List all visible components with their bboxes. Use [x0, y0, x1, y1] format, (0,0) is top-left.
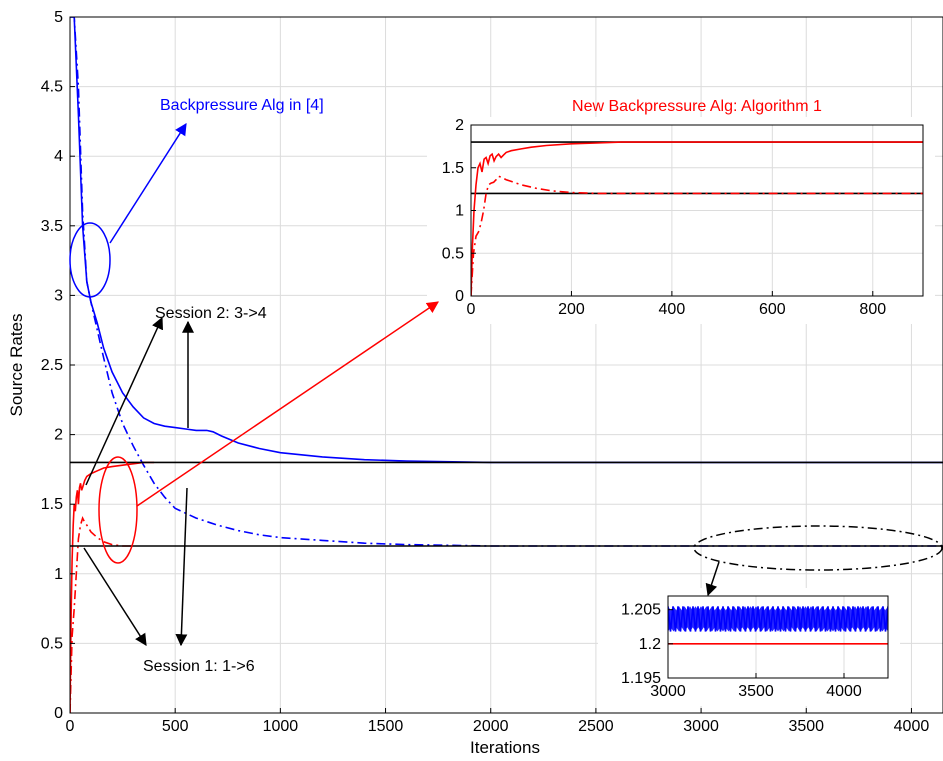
- inset-zoom-frame: [667, 595, 889, 679]
- inset-new-backpressure-y-tick-label: 2: [455, 117, 464, 134]
- main-y-tick-label: 5: [54, 9, 63, 26]
- inset-new-backpressure-y-tick-label: 0.5: [442, 245, 464, 262]
- main-x-tick-label: 0: [66, 718, 75, 735]
- main-x-tick-label: 2500: [578, 718, 614, 735]
- zoom-arrow: [705, 561, 720, 597]
- main-y-tick-label: 3: [54, 287, 63, 304]
- main-x-tick-label: 2000: [473, 718, 509, 735]
- inset-zoom-x-ticks: 3000 3500 4000: [650, 673, 862, 700]
- session1-label: Session 1: 1->6: [143, 658, 255, 675]
- main-x-tick-label: 1500: [368, 718, 404, 735]
- main-series-line-3: [70, 515, 134, 713]
- main-y-tick-label: 1.5: [41, 496, 63, 513]
- annotations: Backpressure Alg in [4] Session 2: 3->4 …: [69, 97, 943, 675]
- inset-new-backpressure-series-line-2: [471, 141, 923, 296]
- inset-new-backpressure-x-tick-label: 200: [558, 301, 585, 318]
- red-highlight-ellipse: [98, 456, 138, 564]
- inset-zoom-x-tick-label: 3000: [650, 683, 686, 700]
- inset-new-backpressure-x-tick-label: 600: [759, 301, 786, 318]
- inset-new-backpressure-y-ticks: 0 0.5 1 1.5 2: [442, 117, 476, 305]
- inset-zoom: 3000 3500 4000 1.195 1.2 1.205: [598, 588, 900, 706]
- inset-new-backpressure-title: New Backpressure Alg: Algorithm 1: [572, 98, 822, 115]
- main-y-tick-label: 4: [54, 148, 63, 165]
- inset-zoom-y-tick-label: 1.205: [621, 602, 661, 619]
- inset-new-backpressure-y-tick-label: 0: [455, 288, 464, 305]
- main-y-tick-label: 0: [54, 705, 63, 722]
- inset-new-backpressure: 0 200 400 600 800 0 0.5 1 1.5 2 New Backpressure…: [427, 98, 935, 324]
- main-x-tick-label: 3000: [683, 718, 719, 735]
- blue-annotation-label: Backpressure Alg in [4]: [160, 97, 324, 114]
- main-series: [70, 17, 943, 713]
- main-y-tick-label: 3.5: [41, 218, 63, 235]
- main-x-tick-label: 3500: [788, 718, 824, 735]
- inset-new-backpressure-series-line-3: [471, 175, 923, 296]
- main-y-ticks: 0 0.5 1 1.5 2 2.5 3 3.5 4 4.5 5: [41, 9, 75, 722]
- main-x-tick-label: 1000: [263, 718, 299, 735]
- inset-new-backpressure-background: [427, 117, 935, 324]
- main-x-ticks: 0 500 1000 1500 2000 2500 3000 3500 4000: [66, 708, 930, 735]
- inset-new-backpressure-x-tick-label: 0: [467, 301, 476, 318]
- blue-highlight-ellipse: [69, 222, 111, 298]
- y-axis-label: Source Rates: [7, 314, 26, 417]
- inset-new-backpressure-y-tick-label: 1.5: [442, 160, 464, 177]
- inset-new-backpressure-series: [471, 141, 923, 296]
- inset-zoom-series-line-0: [668, 606, 888, 632]
- x-axis-label: Iterations: [470, 738, 540, 757]
- inset-zoom-y-tick-label: 1.195: [621, 670, 661, 687]
- main-y-tick-label: 4.5: [41, 79, 63, 96]
- inset-new-backpressure-x-ticks: 0 200 400 600 800: [467, 291, 886, 318]
- session2-arrow-a: [85, 316, 163, 486]
- inset-new-backpressure-x-tick-label: 800: [859, 301, 886, 318]
- main-y-tick-label: 2: [54, 427, 63, 444]
- main-y-tick-label: 2.5: [41, 357, 63, 374]
- blue-arrow: [109, 122, 187, 244]
- inset-zoom-series: [668, 606, 888, 645]
- main-y-tick-label: 1: [54, 566, 63, 583]
- session1-arrow-a: [83, 547, 147, 647]
- main-y-tick-label: 0.5: [41, 635, 63, 652]
- zoom-highlight-ellipse: [693, 525, 943, 571]
- main-x-tick-label: 500: [162, 718, 189, 735]
- session1-arrow-b: [175, 487, 188, 647]
- session2-label: Session 2: 3->4: [155, 305, 267, 322]
- main-x-tick-label: 4000: [894, 718, 930, 735]
- main-series-line-2: [70, 461, 155, 713]
- main-series-line-1: [70, 17, 943, 547]
- inset-zoom-y-ticks: 1.195 1.2 1.205: [621, 602, 673, 687]
- inset-new-backpressure-y-tick-label: 1: [455, 203, 464, 220]
- inset-zoom-x-tick-label: 4000: [826, 683, 862, 700]
- red-arrow: [136, 301, 439, 507]
- inset-zoom-y-tick-label: 1.2: [639, 636, 661, 653]
- inset-zoom-x-tick-label: 3500: [738, 683, 774, 700]
- inset-new-backpressure-x-tick-label: 400: [659, 301, 686, 318]
